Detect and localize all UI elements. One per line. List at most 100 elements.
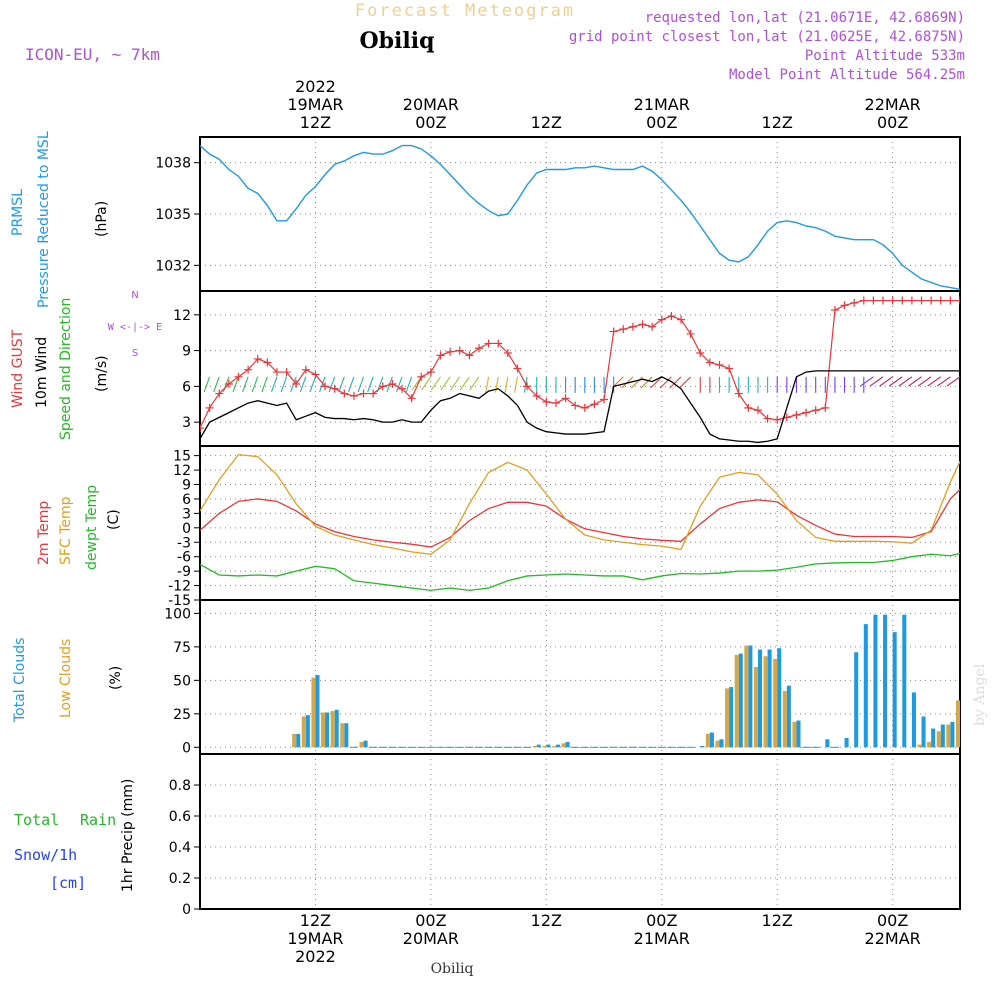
total-cloud-bar: [950, 721, 955, 748]
y-tick-label: -9: [177, 564, 191, 580]
total-cloud-bar: [565, 741, 570, 748]
wind-arrow: [917, 376, 932, 387]
plot-area: [200, 453, 960, 592]
y-tick-label: 0: [182, 902, 191, 918]
gust-marker: [705, 358, 714, 367]
wind-panel-labels: Wind GUST 10m Wind Speed and Direction (…: [10, 290, 162, 440]
temp-panel-labels: 2m Temp SFC Temp dewpt Temp (C): [36, 485, 122, 570]
cloud-panel-labels: Total Clouds Low Clouds (%): [12, 638, 124, 723]
wind-arrow: [242, 376, 249, 393]
gust-marker: [927, 296, 936, 305]
wind-arrow: [338, 376, 345, 393]
wind-arrow: [669, 376, 682, 389]
gust-marker: [600, 395, 609, 404]
snow-label: Snow/1h: [14, 846, 77, 864]
y-tick-label: 9: [182, 344, 191, 360]
y-tick-label: 25: [173, 707, 191, 723]
gust-marker: [503, 349, 512, 357]
total-label: Total: [14, 811, 59, 829]
y-tick-label: 50: [173, 673, 191, 689]
requested-coords: requested lon,lat (21.0671E, 42.6869N): [645, 10, 965, 26]
low-cloud-bar: [340, 723, 345, 748]
wind-arrow: [908, 376, 922, 387]
low-cloud-bar: [936, 731, 941, 748]
wind-arrow: [504, 376, 509, 393]
low-cloud-bar: [955, 700, 960, 748]
gust-marker: [811, 406, 820, 415]
time-label: 12Z: [300, 113, 331, 132]
pressure-unit-label: (hPa): [94, 201, 110, 237]
gust-marker: [465, 351, 474, 360]
total-cloud-bar: [844, 737, 849, 748]
wind-arrow: [640, 376, 653, 389]
total-cloud-bar: [767, 649, 772, 748]
gust-marker: [224, 380, 233, 388]
wind-speed-line: [200, 370, 960, 444]
gust-marker: [321, 382, 330, 391]
y-tick-label: -12: [168, 579, 191, 595]
gust-label: Wind GUST: [10, 329, 26, 408]
total-cloud-bar: [334, 709, 339, 748]
total-cloud-bar: [363, 740, 368, 748]
wind-arrow: [440, 376, 451, 391]
panel-5: 0 0.2 0.4 0.6 0.8: [169, 753, 961, 918]
y-tick-label: 12: [173, 308, 191, 324]
gust-marker: [725, 364, 734, 373]
model-altitude: Model Point Altitude 564.25m: [729, 67, 965, 83]
gust-marker: [638, 320, 647, 329]
gust-marker: [956, 296, 960, 305]
temp-line: [200, 453, 960, 555]
footer-station: Obiliq: [431, 961, 474, 977]
station-name: Obiliq: [359, 28, 434, 54]
total-cloud-bar: [709, 732, 714, 748]
gust-marker: [446, 347, 455, 356]
time-label: 00Z: [646, 113, 677, 132]
gust-marker: [667, 312, 676, 321]
gust-marker: [571, 401, 580, 410]
wind-arrow: [232, 376, 239, 393]
total-cloud-bar: [796, 720, 801, 748]
y-tick-label: 15: [173, 449, 191, 465]
low-cloud-bar: [927, 741, 932, 748]
gust-marker: [388, 380, 397, 388]
low-cloud-bar: [715, 740, 720, 748]
low-cloud-bar: [744, 645, 749, 748]
wind-arrow: [270, 376, 278, 393]
gust-marker: [907, 296, 916, 305]
wind-arrow: [659, 376, 672, 389]
low-cloud-bar: [753, 666, 758, 748]
y-tick-label: 3: [182, 415, 191, 431]
panels: 10321035103836912-15-12-9-6-303691215025…: [155, 136, 961, 918]
total-cloud-bar: [873, 614, 878, 748]
low-cloud-bar: [946, 724, 951, 748]
gust-marker: [773, 415, 782, 424]
gust-marker: [840, 301, 849, 310]
panel-1: 1032 1035 1038: [155, 136, 961, 292]
gust-marker: [590, 400, 599, 409]
grid-point-coords: grid point closest lon,lat (21.0625E, 42…: [569, 29, 965, 45]
compass-north: N: [131, 290, 138, 301]
low-cloud-bar: [734, 654, 739, 748]
y-tick-label: 0.4: [169, 840, 191, 856]
y-tick-label: -3: [177, 535, 191, 551]
pressure-panel-labels: PRMSL Pressure Reduced to MSL (hPa): [10, 131, 110, 308]
low-cloud-bar: [792, 721, 797, 748]
y-tick-label: 1035: [155, 207, 191, 223]
t2m-label: 2m Temp: [36, 501, 52, 565]
gust-marker: [936, 296, 945, 305]
gust-marker: [292, 380, 301, 388]
y-tick-label: 0.6: [169, 809, 191, 825]
low-cloud-bar: [330, 711, 335, 748]
total-cloud-bar: [700, 745, 705, 748]
y-tick-label: 3: [182, 506, 191, 522]
time-label: 19MAR: [287, 95, 343, 114]
gust-marker: [879, 296, 888, 305]
gust-marker: [244, 365, 253, 374]
gust-marker: [234, 372, 243, 381]
total-cloud-bar: [536, 744, 541, 748]
time-label: 00Z: [646, 911, 677, 930]
gust-marker: [215, 389, 224, 398]
